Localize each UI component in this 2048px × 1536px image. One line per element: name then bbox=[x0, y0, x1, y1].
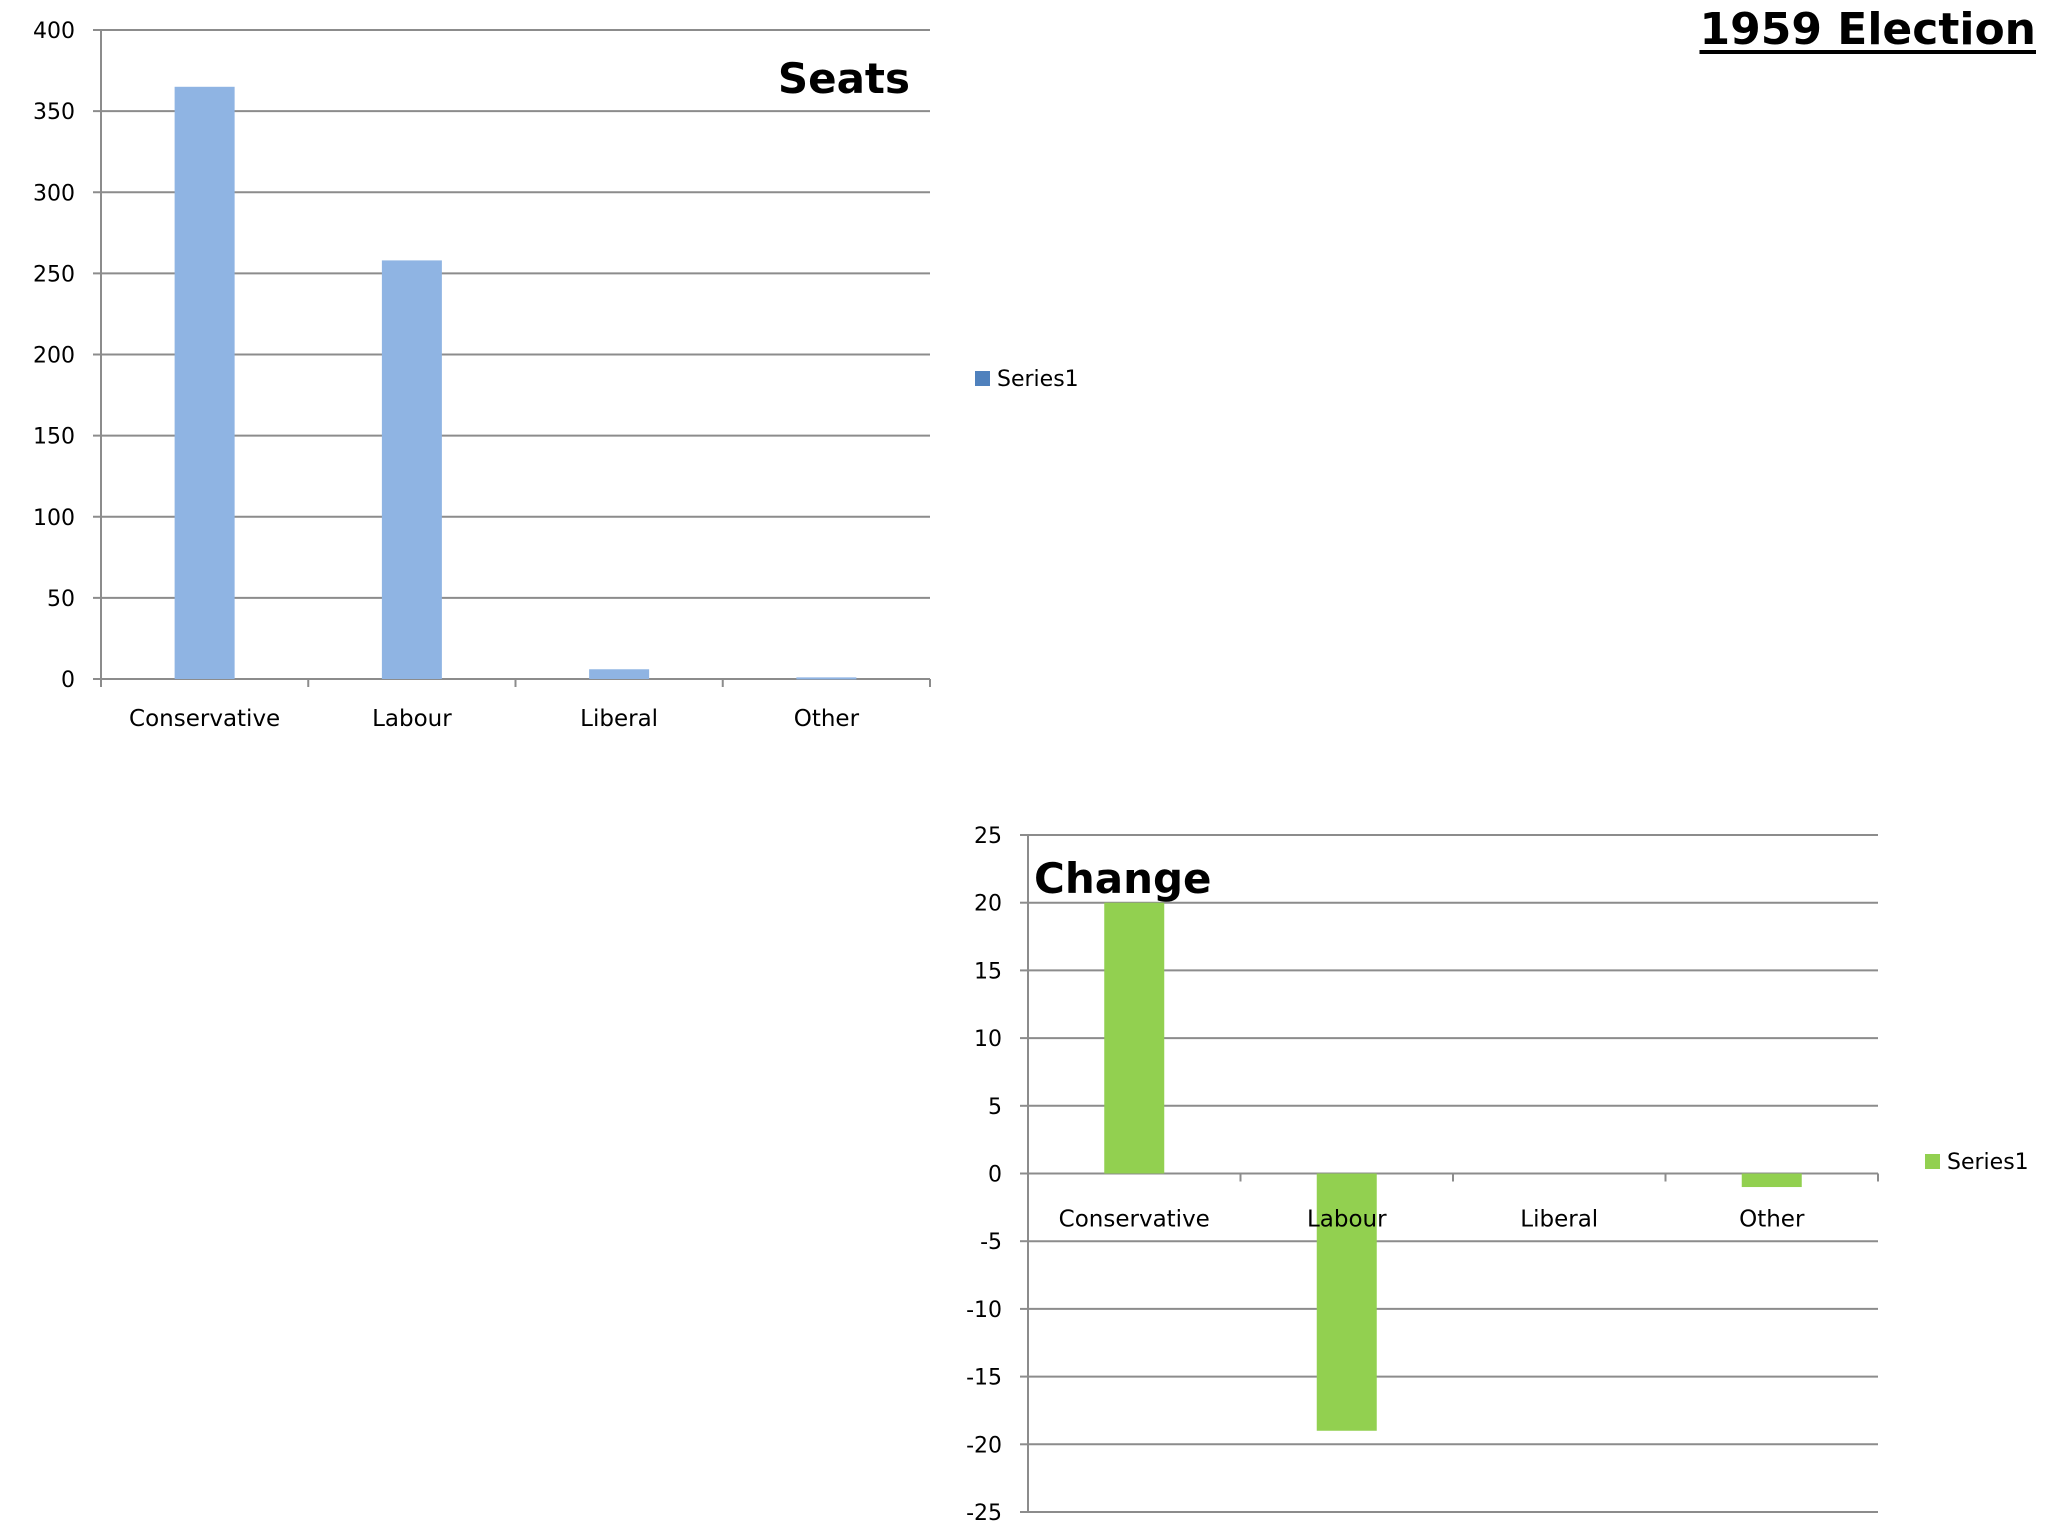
change-legend-swatch bbox=[1925, 1154, 1940, 1169]
seats-category-label: Liberal bbox=[580, 706, 658, 732]
seats-chart: 0 50 100 150 200 250 300 350 400 Conservative Labo… bbox=[33, 19, 1079, 732]
seats-category-label: Conservative bbox=[129, 706, 280, 732]
change-chart: -25 -20 -15 -10 -5 0 5 10 15 20 25 Conservative Labo… bbox=[966, 824, 2029, 1526]
change-bar-other bbox=[1741, 1173, 1802, 1188]
seats-bar-liberal bbox=[589, 669, 650, 679]
seats-y-tick-label: 0 bbox=[61, 668, 75, 693]
seats-category-label: Labour bbox=[372, 706, 452, 732]
change-legend-label: Series1 bbox=[1947, 1150, 2029, 1175]
seats-legend-label: Series1 bbox=[997, 367, 1079, 392]
change-y-tick-label: 20 bbox=[974, 892, 1002, 917]
seats-chart-title: Seats bbox=[778, 54, 910, 103]
seats-legend-swatch bbox=[975, 371, 990, 386]
page-title: 1959 Election bbox=[1699, 4, 2036, 55]
seats-y-tick-label: 300 bbox=[33, 181, 75, 206]
seats-y-tick-label: 400 bbox=[33, 19, 75, 44]
change-bar-conservative bbox=[1104, 902, 1165, 1174]
change-y-tick-label: -20 bbox=[966, 1433, 1002, 1458]
change-y-tick-label: 15 bbox=[974, 959, 1002, 984]
change-y-tick-label: -25 bbox=[966, 1501, 1002, 1526]
seats-category-label: Other bbox=[794, 706, 860, 732]
change-y-tick-label: 25 bbox=[974, 824, 1002, 849]
seats-y-tick-label: 100 bbox=[33, 506, 75, 531]
change-y-tick-label: -5 bbox=[980, 1230, 1002, 1255]
seats-y-tick-label: 50 bbox=[47, 587, 75, 612]
change-y-tick-label: 0 bbox=[988, 1163, 1002, 1188]
change-y-tick-label: -10 bbox=[966, 1298, 1002, 1323]
change-category-label: Other bbox=[1739, 1207, 1805, 1233]
change-chart-title: Change bbox=[1034, 854, 1212, 903]
change-y-tick-label: -15 bbox=[966, 1366, 1002, 1391]
change-y-tick-label: 5 bbox=[988, 1095, 1002, 1120]
change-y-tick-label: 10 bbox=[974, 1027, 1002, 1052]
seats-bar-conservative bbox=[174, 86, 235, 680]
seats-y-tick-label: 200 bbox=[33, 344, 75, 369]
seats-y-tick-label: 350 bbox=[33, 100, 75, 125]
change-category-label: Liberal bbox=[1520, 1207, 1598, 1233]
change-category-label: Labour bbox=[1307, 1207, 1387, 1233]
change-bar-labour bbox=[1316, 1173, 1377, 1431]
change-category-label: Conservative bbox=[1059, 1207, 1210, 1233]
seats-y-tick-label: 250 bbox=[33, 262, 75, 287]
seats-y-tick-label: 150 bbox=[33, 425, 75, 450]
seats-bar-other bbox=[796, 677, 857, 680]
seats-bar-labour bbox=[381, 260, 442, 679]
